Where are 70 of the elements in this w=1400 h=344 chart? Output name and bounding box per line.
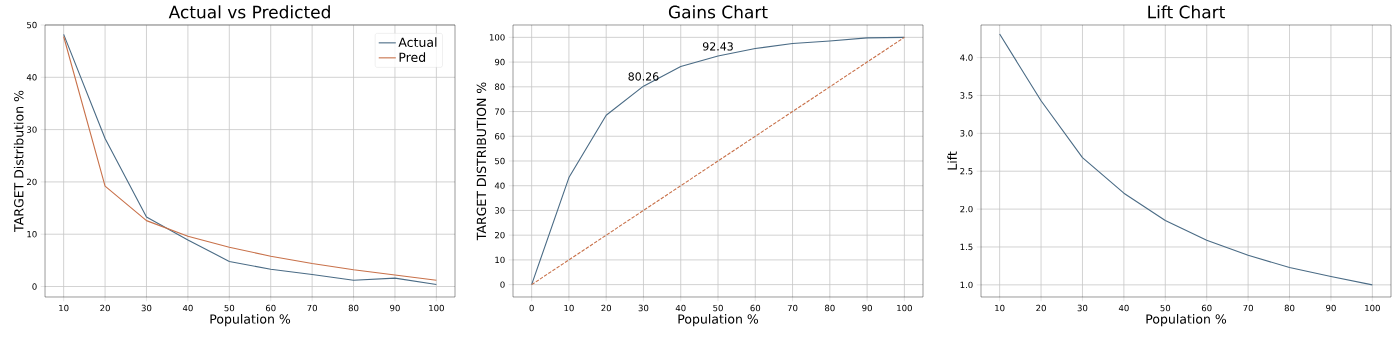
- y-tick-label: 2.5: [960, 168, 973, 175]
- y-tick-label: 40: [494, 182, 505, 189]
- y-axis-title: TARGET DISTRIBUTION %: [476, 82, 487, 241]
- y-axis-title: TARGET Distribution %: [13, 90, 24, 232]
- x-tick-label: 10: [59, 304, 69, 312]
- x-tick-label: 100: [897, 304, 912, 312]
- y-tick-label: 50: [495, 157, 505, 165]
- x-tick-label: 50: [224, 304, 235, 312]
- x-axis-title: Population %: [1146, 314, 1227, 327]
- y-tick-label: 3.0: [960, 130, 973, 137]
- y-tick-label: 80: [494, 83, 505, 91]
- x-tick-label: 100: [429, 304, 444, 312]
- y-tick-label: 10: [495, 256, 505, 264]
- y-tick-label: 100: [489, 34, 505, 41]
- y-tick-label: 2.0: [960, 205, 973, 213]
- y-axis-title: Lift: [947, 151, 957, 170]
- x-tick-label: 100: [1365, 304, 1380, 312]
- annotation: 92.43: [702, 42, 733, 51]
- y-tick-label: 0: [32, 283, 37, 290]
- line-series: [999, 33, 1373, 286]
- y-tick-label: 1.5: [960, 243, 973, 251]
- legend-label: Pred: [399, 52, 426, 63]
- y-tick-label: 10: [27, 231, 37, 238]
- x-tick-label: 40: [1118, 304, 1129, 312]
- x-tick-label: 60: [1201, 304, 1212, 312]
- x-tick-label: 20: [1036, 304, 1046, 312]
- x-tick-label: 60: [265, 304, 276, 312]
- x-tick-label: 0: [529, 304, 534, 312]
- y-tick-label: 40: [26, 74, 37, 81]
- annotation: 80.26: [628, 72, 659, 81]
- chart-title: Lift Chart: [1148, 5, 1225, 19]
- x-tick-label: 90: [1326, 304, 1336, 312]
- x-tick-label: 80: [348, 304, 359, 312]
- y-tick-label: 30: [495, 207, 505, 214]
- x-tick-label: 10: [995, 304, 1005, 312]
- x-tick-label: 40: [182, 304, 193, 312]
- y-tick-label: 90: [494, 58, 505, 66]
- x-tick-label: 30: [638, 304, 649, 312]
- x-tick-label: 70: [307, 304, 317, 312]
- x-tick-label: 50: [713, 304, 723, 312]
- x-tick-label: 50: [1160, 304, 1171, 312]
- y-tick-label: 70: [495, 108, 505, 115]
- x-axis-title: Population %: [678, 314, 759, 327]
- x-tick-label: 70: [787, 304, 798, 312]
- chart-title: Gains Chart: [668, 5, 768, 19]
- x-tick-label: 30: [141, 304, 152, 312]
- y-tick-label: 4.0: [960, 54, 973, 61]
- x-tick-label: 80: [1284, 304, 1295, 312]
- y-tick-label: 3.5: [960, 92, 973, 99]
- line-series: [531, 36, 905, 286]
- x-tick-label: 90: [390, 304, 400, 312]
- x-tick-label: 60: [750, 304, 761, 312]
- x-tick-label: 30: [1077, 304, 1088, 312]
- x-tick-label: 90: [862, 304, 872, 312]
- legend-label: Actual: [398, 37, 437, 48]
- x-tick-label: 10: [564, 304, 574, 312]
- x-tick-label: 20: [601, 304, 612, 312]
- chart-title: Actual vs Predicted: [168, 5, 330, 19]
- x-tick-label: 40: [675, 304, 686, 312]
- y-tick-label: 30: [27, 126, 37, 133]
- x-tick-label: 80: [825, 304, 835, 312]
- x-tick-label: 20: [100, 304, 110, 312]
- x-tick-label: 70: [1243, 304, 1253, 312]
- y-tick-label: 1.0: [960, 281, 973, 289]
- x-axis-title: Population %: [210, 314, 291, 327]
- y-tick-label: 20: [495, 231, 505, 239]
- y-tick-label: 20: [27, 178, 37, 186]
- y-tick-label: 0: [500, 281, 505, 288]
- y-tick-label: 60: [494, 133, 505, 140]
- y-tick-label: 50: [27, 21, 37, 29]
